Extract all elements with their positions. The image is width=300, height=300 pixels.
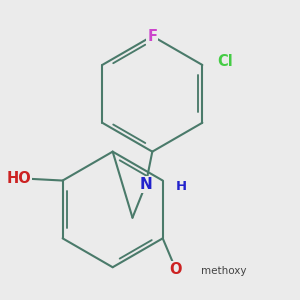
Text: O: O [170, 262, 182, 277]
Text: Cl: Cl [217, 54, 233, 69]
Text: methoxy: methoxy [201, 266, 246, 276]
Text: F: F [147, 28, 157, 44]
Text: H: H [176, 180, 187, 193]
Text: HO: HO [7, 171, 31, 186]
Text: N: N [139, 177, 152, 192]
